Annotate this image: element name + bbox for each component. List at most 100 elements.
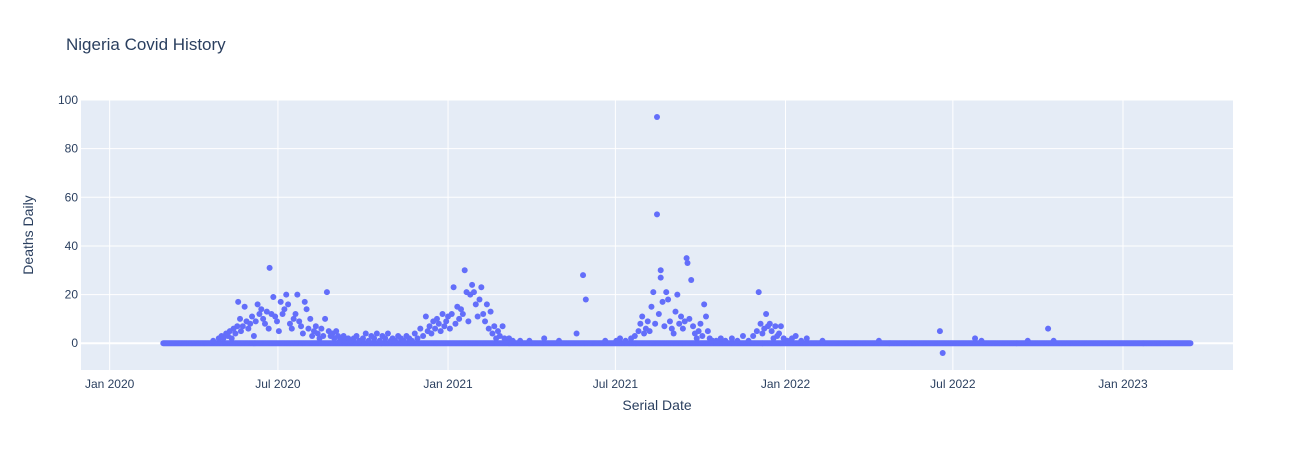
data-point: [433, 315, 440, 322]
data-point: [234, 323, 241, 330]
y-tick-label: 0: [71, 336, 78, 350]
data-point: [684, 259, 691, 266]
data-point: [312, 323, 319, 330]
data-point: [263, 308, 270, 315]
data-point: [739, 332, 746, 339]
data-point: [299, 330, 306, 337]
data-point: [648, 303, 655, 310]
data-point: [487, 308, 494, 315]
data-point: [972, 335, 979, 342]
data-point: [422, 313, 429, 320]
data-point: [249, 313, 256, 320]
data-point: [573, 330, 580, 337]
data-point: [237, 315, 244, 322]
data-point: [637, 320, 644, 327]
data-point: [303, 306, 310, 313]
data-point: [657, 267, 664, 274]
data-point: [482, 318, 489, 325]
data-point: [340, 332, 347, 339]
data-point: [875, 337, 882, 344]
data-point: [703, 313, 710, 320]
data-point: [753, 328, 760, 335]
data-point: [392, 337, 399, 344]
data-point: [679, 325, 686, 332]
data-point: [772, 323, 779, 330]
data-point: [734, 337, 741, 344]
data-point: [690, 323, 697, 330]
data-point: [661, 323, 668, 330]
data-point: [382, 335, 389, 342]
data-point: [713, 337, 720, 344]
tick-labels: Jan 2020 Jul 2020 Jan 2021 Jul 2021 Jan 2022…: [58, 93, 1148, 391]
data-point: [494, 328, 501, 335]
data-point: [654, 114, 660, 121]
data-point: [323, 289, 330, 296]
data-point: [322, 315, 329, 322]
data-point: [668, 325, 675, 332]
data-point: [776, 330, 783, 337]
data-point: [657, 274, 664, 281]
data-point: [411, 330, 418, 337]
y-tick-label: 20: [65, 288, 79, 302]
data-point: [644, 318, 651, 325]
data-point: [759, 330, 766, 337]
y-axis-title: Deaths Daily: [20, 195, 36, 274]
data-point: [666, 318, 673, 325]
data-point: [232, 330, 239, 337]
data-point: [461, 267, 468, 274]
data-point: [456, 315, 463, 322]
data-point: [755, 289, 762, 296]
data-point: [541, 335, 548, 342]
data-point: [768, 328, 775, 335]
data-point: [798, 337, 805, 344]
data-point: [260, 315, 267, 322]
data-point: [298, 323, 305, 330]
data-point: [239, 323, 246, 330]
data-point: [784, 337, 791, 344]
data-point: [766, 320, 773, 327]
data-point: [704, 328, 711, 335]
data-point: [474, 313, 481, 320]
data-point: [279, 311, 286, 318]
data-point: [373, 330, 380, 337]
x-tick-label: Jan 2022: [761, 377, 811, 391]
data-point: [672, 308, 679, 315]
data-point: [285, 301, 292, 308]
data-point: [476, 296, 483, 303]
data-point: [819, 337, 826, 344]
data-point: [275, 328, 282, 335]
data-point: [210, 337, 217, 344]
data-point: [261, 320, 268, 327]
data-point: [320, 332, 327, 339]
data-point: [237, 328, 244, 335]
data-point: [686, 315, 693, 322]
data-point: [256, 311, 263, 318]
data-point: [478, 284, 485, 291]
data-point: [470, 289, 477, 296]
data-point: [274, 318, 281, 325]
data-point: [452, 320, 459, 327]
data-point: [635, 328, 642, 335]
x-tick-label: Jul 2021: [593, 377, 639, 391]
data-point: [241, 303, 248, 310]
data-point: [777, 323, 784, 330]
data-point: [555, 337, 562, 344]
data-point: [650, 289, 657, 296]
y-tick-label: 80: [65, 142, 79, 156]
data-point: [792, 332, 799, 339]
data-point: [480, 311, 487, 318]
data-point: [701, 301, 708, 308]
data-point: [292, 311, 299, 318]
data-point: [646, 328, 653, 335]
data-point: [318, 325, 325, 332]
data-point: [655, 311, 662, 318]
data-point: [446, 325, 453, 332]
data-point: [750, 332, 757, 339]
data-point: [265, 325, 272, 332]
data-point: [294, 291, 301, 298]
chart-title: Nigeria Covid History: [66, 35, 226, 54]
y-tick-label: 100: [58, 93, 78, 107]
data-point: [443, 318, 450, 325]
data-point: [365, 337, 372, 344]
data-point: [258, 306, 265, 313]
